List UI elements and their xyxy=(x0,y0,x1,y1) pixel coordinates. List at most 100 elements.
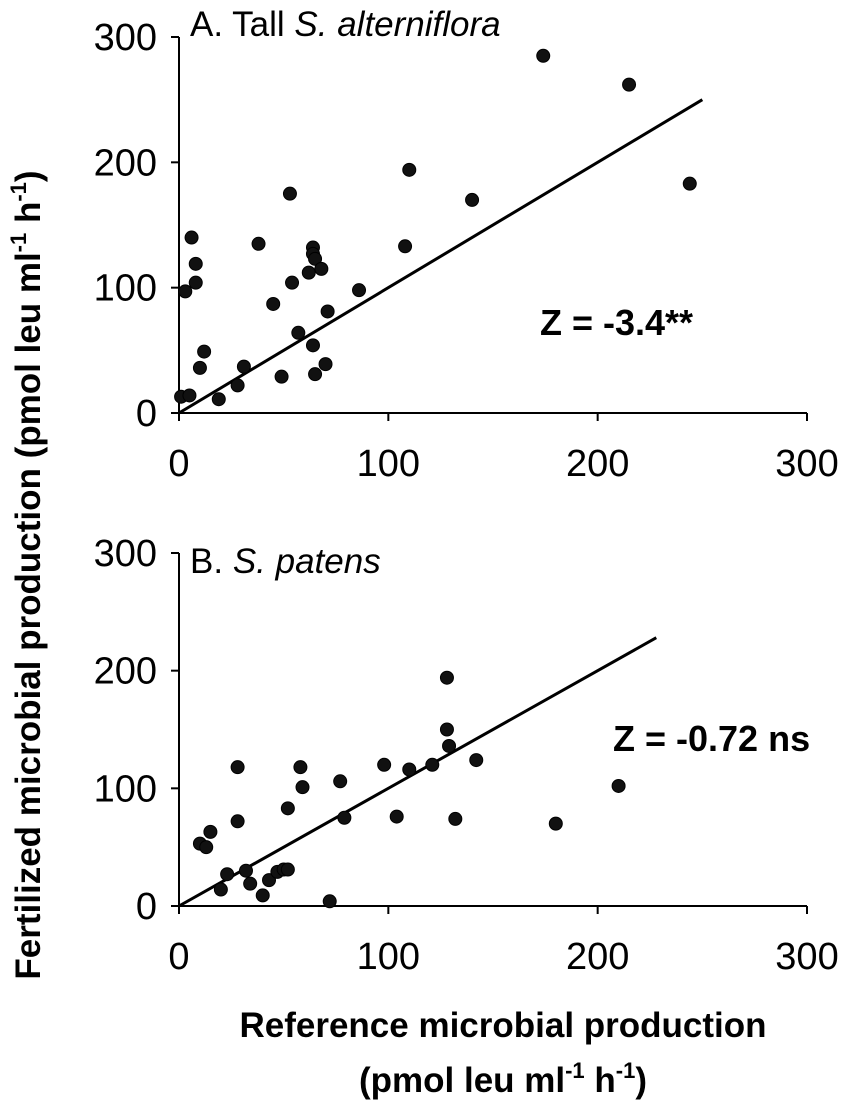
panel-a-y-tick-label: 300 xyxy=(94,17,157,59)
x-axis-title-line1: Reference microbial production xyxy=(239,1006,766,1045)
panel-b-y-tick-label: 0 xyxy=(136,886,157,928)
panel-a-z-stat: Z = -3.4** xyxy=(540,302,693,343)
x-axis-title-line2-base: (pmol leu ml xyxy=(359,1061,565,1100)
panel-a-x-tick-label: 200 xyxy=(566,443,629,485)
panel-b-data-point xyxy=(213,882,228,897)
panel-a-data-point xyxy=(184,230,199,245)
panel-a-data-point xyxy=(266,296,281,311)
panel-a-data-point xyxy=(682,176,697,191)
panel-b-data-point xyxy=(442,738,457,753)
panel-b-data-point xyxy=(199,840,214,855)
panel-a-data-point xyxy=(192,360,207,375)
panel-a-data-point xyxy=(285,275,300,290)
panel-b-data-point xyxy=(611,778,626,793)
panel-a-data-point xyxy=(308,251,323,266)
x-axis-title-mid: h xyxy=(585,1061,616,1100)
panel-a-data-point xyxy=(318,357,333,372)
y-axis-title-base: Fertilized microbial production (pmol le… xyxy=(9,252,48,979)
panel-a-data-point xyxy=(291,325,306,340)
panel-b-data-point xyxy=(203,824,218,839)
panel-b-data-point xyxy=(377,757,392,772)
panel-a-data-point xyxy=(211,392,226,407)
panel-a-y-tick-label: 200 xyxy=(94,142,157,184)
panel-b-data-point xyxy=(439,670,454,685)
panel-b-title-species: S. patens xyxy=(233,542,381,581)
panel-b-data-point xyxy=(255,888,270,903)
panel-b-data-point xyxy=(280,862,295,877)
panel-b-z-stat: Z = -0.72 ns xyxy=(613,718,810,759)
panel-b-data-point xyxy=(548,816,563,831)
panel-a-data-point xyxy=(236,359,251,374)
x-axis-title-sup1: -1 xyxy=(565,1058,585,1083)
panel-a-y-tick-label: 100 xyxy=(94,268,157,310)
panel-a-data-point xyxy=(465,192,480,207)
panel-a-title-species: S. alterniflora xyxy=(294,5,500,44)
panel-b-x-tick-label: 300 xyxy=(775,936,838,978)
panel-a-data-point xyxy=(188,256,203,271)
panel-b-y-tick-label: 100 xyxy=(94,768,157,810)
panel-b-title: B. S. patens xyxy=(190,542,381,581)
panel-a-x-tick-label: 300 xyxy=(775,443,838,485)
panel-a-data-point xyxy=(182,388,197,403)
panel-a-data-point xyxy=(301,265,316,280)
panel-a-y-tick-label: 0 xyxy=(136,393,157,435)
panel-b-data-point xyxy=(243,876,258,891)
panel-a-data-point xyxy=(178,284,193,299)
panel-a-data-point xyxy=(398,239,413,254)
panel-b: 0 100 200 300 0 100 200 300 B. S. patens Z = -0… xyxy=(94,533,839,978)
panel-b-title-prefix: B. xyxy=(190,542,223,581)
panel-a-data-point xyxy=(188,275,203,290)
y-axis-title-sup2: -1 xyxy=(6,182,31,202)
panel-b-data-point xyxy=(448,811,463,826)
panel-b-data-point xyxy=(280,801,295,816)
panel-b-data-point xyxy=(439,722,454,737)
y-axis-title-end: ) xyxy=(9,170,48,182)
x-axis-title-sup2: -1 xyxy=(616,1058,636,1083)
panel-b-data-point xyxy=(230,814,245,829)
panel-b-data-point xyxy=(238,863,253,878)
panel-a-fit-line xyxy=(178,98,704,415)
panel-b-y-tick-label: 300 xyxy=(94,533,157,575)
panel-b-y-tick-label: 200 xyxy=(94,651,157,693)
panel-b-data-point xyxy=(402,762,417,777)
panel-a-data-point xyxy=(402,162,417,177)
panel-a-data-point xyxy=(622,77,637,92)
panel-b-ticks: 0 100 200 300 0 100 200 300 xyxy=(94,533,839,978)
panel-b-x-tick-label: 100 xyxy=(357,936,420,978)
panel-a-data-point xyxy=(282,186,297,201)
panel-a-data-point xyxy=(352,283,367,298)
x-axis-title-end: ) xyxy=(635,1061,647,1100)
panel-a-data-point xyxy=(251,236,266,251)
panel-a-data-point xyxy=(314,261,329,276)
y-axis-title-sup1: -1 xyxy=(6,233,31,253)
panel-a-ticks: 0 100 200 300 0 100 200 300 xyxy=(94,17,839,485)
panel-b-data-point xyxy=(220,867,235,882)
panel-a-data-point xyxy=(308,367,323,382)
panel-a-data-point xyxy=(536,48,551,63)
panel-b-data-point xyxy=(333,774,348,789)
panel-a-data-point xyxy=(305,338,320,353)
panel-a-x-tick-label: 100 xyxy=(357,443,420,485)
panel-a-data-point xyxy=(274,369,289,384)
panel-b-data-point xyxy=(469,753,484,768)
panel-a-x-tick-label: 0 xyxy=(168,443,189,485)
panel-b-fit-line xyxy=(178,636,658,908)
panel-b-data-point xyxy=(295,780,310,795)
panel-b-x-tick-label: 0 xyxy=(168,936,189,978)
panel-a: 0 100 200 300 0 100 200 300 A. Tall S. alternif… xyxy=(94,5,839,485)
panel-a-title: A. Tall S. alterniflora xyxy=(190,5,501,44)
panel-a-title-prefix: A. Tall xyxy=(190,5,285,44)
y-axis-title: Fertilized microbial production (pmol le… xyxy=(6,170,48,979)
x-axis-title-line2: (pmol leu ml-1 h-1) xyxy=(359,1058,647,1100)
panel-b-data-point xyxy=(230,760,245,775)
panel-b-data-point xyxy=(293,760,308,775)
panel-a-data-point xyxy=(197,344,212,359)
panel-b-data-point xyxy=(389,809,404,824)
panel-b-data-point xyxy=(337,810,352,825)
panel-b-data-point xyxy=(262,873,277,888)
panel-a-data-point xyxy=(320,304,335,319)
panel-a-points xyxy=(174,48,697,407)
panel-b-data-point xyxy=(425,757,440,772)
y-axis-title-mid: h xyxy=(9,202,48,233)
